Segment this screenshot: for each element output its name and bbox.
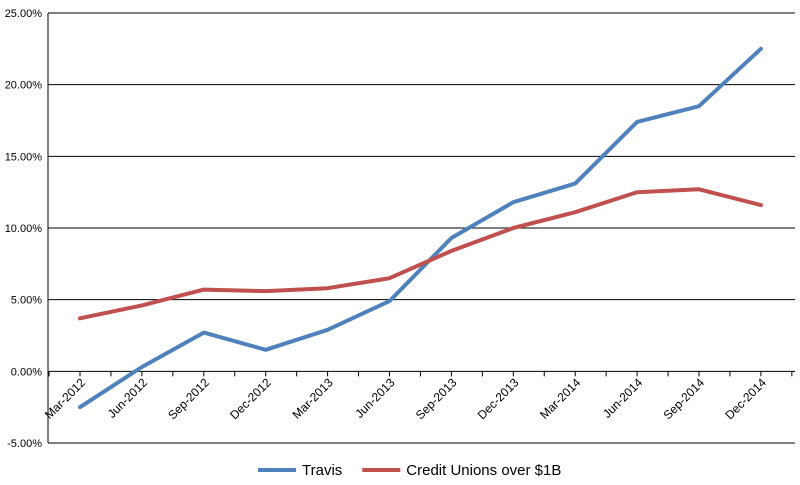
x-tick-label: Sep-2013 [413, 375, 460, 422]
y-tick-label: 25.00% [5, 8, 43, 20]
y-axis-tick-labels: -5.00% 0.00% 5.00% 10.00% 15.00% 20.00% 25.00% [5, 8, 43, 450]
x-tick-label: Mar-2012 [42, 375, 88, 421]
y-tick-label: 0.00% [11, 366, 42, 378]
x-tick-label: Sep-2014 [660, 375, 707, 422]
x-tick-label: Dec-2013 [475, 375, 522, 422]
x-tick-label: Mar-2013 [290, 375, 336, 421]
legend: Travis Credit Unions over $1B [258, 462, 561, 479]
x-tick-label: Sep-2012 [165, 375, 212, 422]
x-tick-label: Jun-2012 [105, 375, 151, 421]
x-tick-label: Jun-2013 [352, 375, 398, 421]
x-tick-label: Dec-2012 [227, 375, 274, 422]
legend-label: Credit Unions over $1B [406, 462, 561, 479]
x-axis-tick-labels: Mar-2012 Jun-2012 Sep-2012 Dec-2012 Mar-2013… [42, 375, 769, 422]
y-tick-label: 20.00% [5, 80, 43, 92]
series-lines [78, 46, 763, 410]
legend-label: Travis [302, 462, 342, 479]
series-line-1 [78, 187, 763, 321]
y-tick-label: 15.00% [5, 151, 43, 163]
y-tick-label: 10.00% [5, 223, 43, 235]
x-tick-label: Dec-2014 [722, 375, 769, 422]
series-line-0 [78, 46, 763, 410]
axes [47, 13, 795, 443]
x-tick-label: Mar-2014 [537, 375, 583, 421]
y-tick-label: -5.00% [7, 438, 42, 450]
x-tick-label: Jun-2014 [600, 375, 646, 421]
y-tick-label: 5.00% [11, 295, 42, 307]
grid-lines [48, 12, 795, 444]
